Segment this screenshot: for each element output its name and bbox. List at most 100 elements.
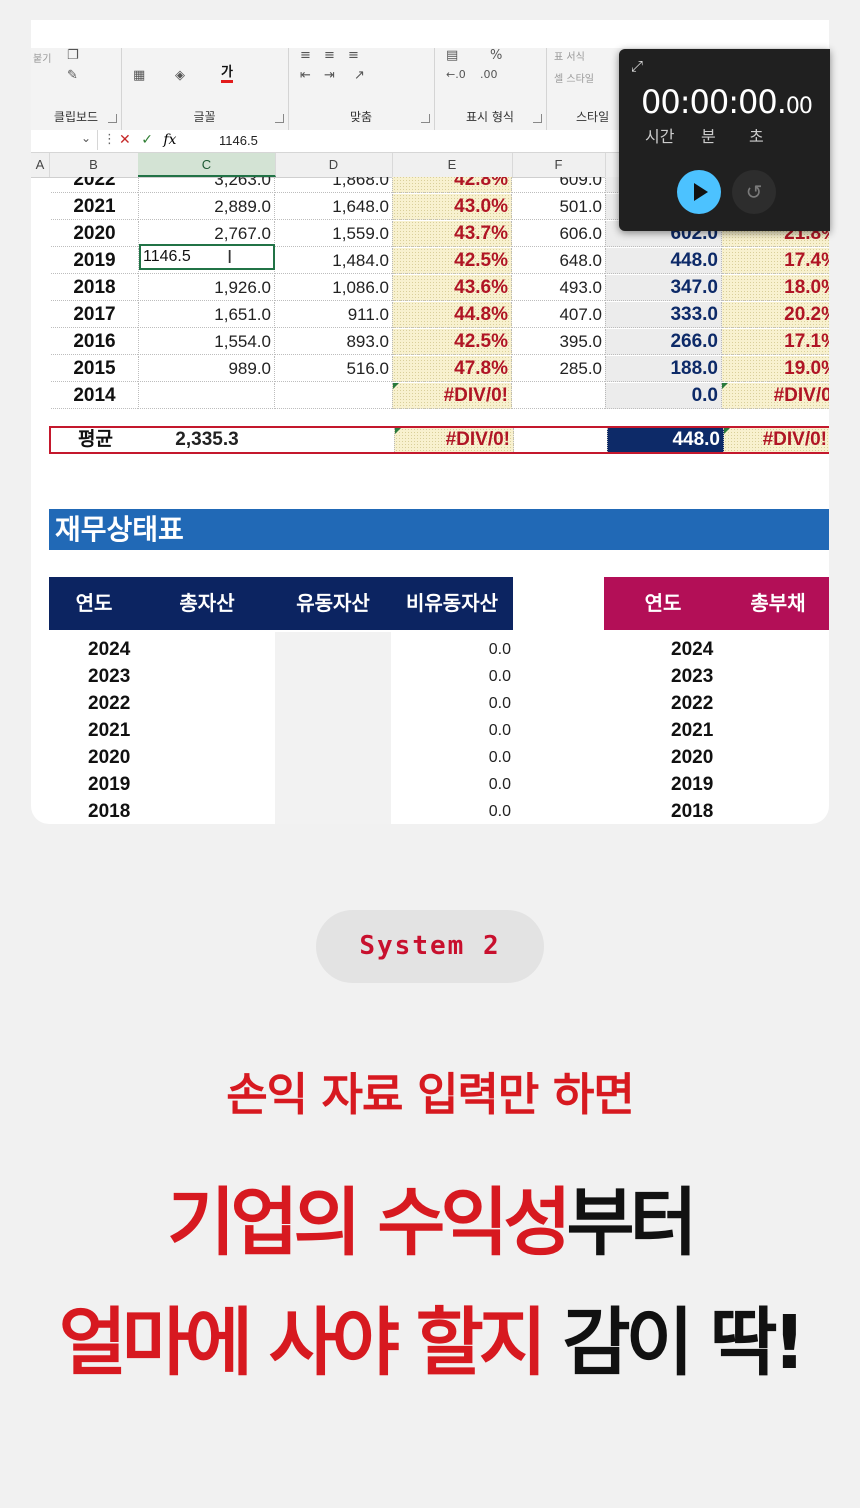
cost-cell[interactable]: 1,559.0 (275, 221, 392, 247)
orientation-icon[interactable]: ↗ (354, 68, 365, 83)
margin-cell[interactable]: 42.5% (392, 329, 512, 355)
column-header-c[interactable]: C (138, 153, 276, 177)
cost-cell[interactable]: 911.0 (275, 302, 392, 328)
indent-decrease-icon[interactable]: ⇤ (300, 68, 311, 83)
revenue-cell[interactable]: 1,554.0 (138, 329, 275, 355)
year-cell[interactable]: 2020 (51, 221, 138, 247)
dialog-launcher-icon[interactable] (275, 114, 284, 123)
indent-increase-icon[interactable]: ⇥ (324, 68, 335, 83)
profit-cell[interactable]: 501.0 (512, 194, 605, 220)
align-right-icon[interactable]: ≡ (348, 48, 359, 63)
year-cell[interactable]: 2019 (51, 248, 138, 274)
revenue-cell[interactable]: 3,263.0 (138, 177, 275, 193)
cost-cell[interactable]: 1,086.0 (275, 275, 392, 301)
increase-decimal-icon[interactable]: ←.0 (446, 68, 466, 81)
year-cell[interactable]: 2024 (671, 639, 714, 660)
net-cell[interactable]: 333.0 (605, 302, 722, 328)
margin-cell[interactable]: 44.8% (392, 302, 512, 328)
margin-cell[interactable]: 43.0% (392, 194, 512, 220)
year-cell[interactable]: 2022 (671, 693, 714, 714)
year-cell[interactable]: 2021 (88, 720, 131, 741)
average-revenue[interactable]: 2,335.3 (175, 429, 239, 450)
year-cell[interactable]: 2019 (88, 774, 131, 795)
profit-cell[interactable]: 606.0 (512, 221, 605, 247)
cost-cell[interactable]: 1,484.0 (275, 248, 392, 274)
margin-cell[interactable]: 43.7% (392, 221, 512, 247)
confirm-icon[interactable]: ✓ (141, 132, 153, 148)
margin-cell[interactable]: 42.8% (392, 177, 512, 193)
expand-icon[interactable]: ⤢ (631, 57, 644, 75)
value-cell[interactable]: 0.0 (488, 722, 511, 739)
cost-cell[interactable]: 516.0 (275, 356, 392, 382)
profit-cell[interactable]: 407.0 (512, 302, 605, 328)
cell-style-button[interactable]: 셀 스타일 (554, 74, 594, 85)
ratio-cell[interactable]: 19.0% (722, 356, 829, 382)
value-cell[interactable]: 0.0 (488, 695, 511, 712)
ratio-cell[interactable]: #DIV/0! (722, 383, 829, 409)
year-cell[interactable]: 2015 (51, 356, 138, 382)
copy-icon[interactable]: ❐ (67, 48, 79, 63)
year-cell[interactable]: 2017 (51, 302, 138, 328)
column-header-e[interactable]: E (392, 153, 513, 177)
cost-cell[interactable]: 893.0 (275, 329, 392, 355)
formula-input[interactable] (211, 131, 619, 149)
cost-cell[interactable]: 1,648.0 (275, 194, 392, 220)
more-options-icon[interactable]: ⋮ (103, 132, 116, 147)
cost-cell[interactable]: 1,868.0 (275, 177, 392, 193)
profit-cell[interactable] (512, 383, 605, 409)
average-ratio[interactable]: #DIV/0! (724, 428, 829, 452)
net-cell[interactable]: 0.0 (605, 383, 722, 409)
profit-cell[interactable]: 493.0 (512, 275, 605, 301)
align-center-icon[interactable]: ≡ (324, 48, 335, 63)
dialog-launcher-icon[interactable] (108, 114, 117, 123)
percent-icon[interactable]: % (490, 48, 503, 63)
ratio-cell[interactable]: 18.0% (722, 275, 829, 301)
table-format-button[interactable]: 표 서식 (554, 52, 585, 63)
cancel-icon[interactable]: ✕ (119, 132, 131, 148)
net-cell[interactable]: 266.0 (605, 329, 722, 355)
value-cell[interactable]: 0.0 (488, 641, 511, 658)
revenue-cell[interactable]: 989.0 (138, 356, 275, 382)
value-cell[interactable]: 0.0 (488, 776, 511, 793)
revenue-cell[interactable]: 1,926.0 (138, 275, 275, 301)
border-icon[interactable]: ▦ (133, 68, 146, 83)
year-cell[interactable]: 2020 (88, 747, 131, 768)
cost-cell[interactable] (275, 383, 392, 409)
year-cell[interactable]: 2019 (671, 774, 714, 795)
fill-color-icon[interactable]: ◈ (175, 68, 185, 83)
net-cell[interactable]: 448.0 (605, 248, 722, 274)
year-cell[interactable]: 2023 (671, 666, 714, 687)
value-cell[interactable]: 0.0 (488, 668, 511, 685)
font-color-icon[interactable]: 가 (221, 66, 233, 83)
value-cell[interactable]: 0.0 (488, 749, 511, 766)
format-painter-icon[interactable]: ✎ (67, 68, 78, 83)
chevron-down-icon[interactable]: ⌄ (80, 131, 91, 145)
column-header-a[interactable]: A (31, 153, 50, 177)
margin-cell[interactable]: 42.5% (392, 248, 512, 274)
margin-cell[interactable]: #DIV/0! (392, 383, 512, 409)
align-left-icon[interactable]: ≡ (300, 48, 311, 63)
column-header-f[interactable]: F (512, 153, 606, 177)
profit-cell[interactable]: 395.0 (512, 329, 605, 355)
year-cell[interactable]: 2024 (88, 639, 131, 660)
year-cell[interactable]: 2020 (671, 747, 714, 768)
year-cell[interactable]: 2018 (51, 275, 138, 301)
ratio-cell[interactable]: 20.2% (722, 302, 829, 328)
accounting-format-icon[interactable]: ▤ (446, 48, 459, 63)
column-header-b[interactable]: B (49, 153, 139, 177)
name-box[interactable]: ⌄ (31, 130, 98, 150)
average-net[interactable]: 448.0 (607, 428, 724, 452)
decrease-decimal-icon[interactable]: .00 (480, 68, 498, 81)
insert-function-icon[interactable]: fx (163, 132, 177, 148)
revenue-cell[interactable] (138, 383, 275, 409)
ratio-cell[interactable]: 17.1% (722, 329, 829, 355)
year-cell[interactable]: 2021 (51, 194, 138, 220)
margin-cell[interactable]: 43.6% (392, 275, 512, 301)
year-cell[interactable]: 2014 (51, 383, 138, 409)
year-cell[interactable]: 2023 (88, 666, 131, 687)
year-cell[interactable]: 2016 (51, 329, 138, 355)
revenue-cell[interactable]: 2,889.0 (138, 194, 275, 220)
dialog-launcher-icon[interactable] (533, 114, 542, 123)
column-header-d[interactable]: D (275, 153, 393, 177)
year-cell[interactable]: 2022 (51, 177, 138, 193)
